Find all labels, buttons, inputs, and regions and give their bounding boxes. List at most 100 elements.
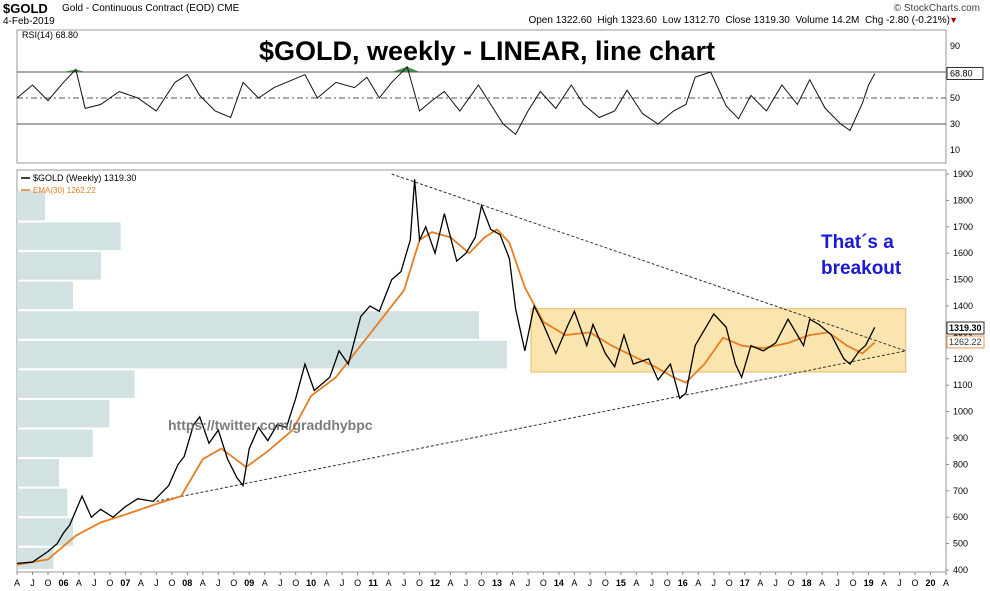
x-tick-month: A: [448, 578, 454, 588]
x-tick-month: J: [464, 578, 469, 588]
volume-by-price-bar: [17, 340, 507, 369]
x-tick-month: A: [509, 578, 515, 588]
rsi-tick-label: 90: [950, 41, 960, 51]
down-caret-icon: ▼: [949, 15, 958, 25]
close-value: 1319.30: [753, 15, 790, 26]
symbol-label: $GOLD: [3, 1, 48, 16]
rsi-legend: RSI(14) 68.80: [22, 30, 78, 40]
x-tick-month: O: [230, 578, 237, 588]
price-tick-label: 900: [953, 433, 968, 443]
x-tick-month: O: [602, 578, 609, 588]
ema-line: [16, 228, 876, 566]
volume-by-price-bar: [17, 399, 110, 428]
x-tick-month: J: [526, 578, 531, 588]
x-tick-month: A: [943, 578, 949, 588]
price-tick-label: 1700: [953, 222, 973, 232]
high-value: 1323.60: [620, 15, 657, 26]
open-label: Open: [528, 15, 553, 26]
x-tick-year: 13: [492, 578, 502, 588]
open-value: 1322.60: [555, 15, 592, 26]
price-tick-label: 500: [953, 539, 968, 549]
ema-last-value: 1262.22: [949, 337, 982, 347]
x-tick-month: J: [30, 578, 35, 588]
breakout-annotation-line2: breakout: [821, 258, 902, 279]
x-tick-month: A: [76, 578, 82, 588]
ema-last-value-box: [946, 335, 985, 349]
x-tick-month: J: [650, 578, 655, 588]
x-tick-month: A: [819, 578, 825, 588]
x-tick-year: 15: [616, 578, 626, 588]
x-tick-year: 20: [926, 578, 936, 588]
chg-label: Chg: [864, 15, 884, 26]
x-tick-month: J: [712, 578, 717, 588]
x-tick-month: J: [835, 578, 840, 588]
volume-value: 14.2M: [831, 15, 860, 26]
consolidation-box: [530, 308, 907, 373]
volume-by-price-bar: [17, 190, 45, 221]
x-axis: A J O 06 A J O 07 A J O 08 A J O 09 A J O 10 A J O 11 A J O 12 A J O 13…: [14, 572, 949, 588]
x-tick-year: 16: [678, 578, 688, 588]
x-tick-month: A: [757, 578, 763, 588]
x-tick-month: J: [340, 578, 345, 588]
rsi-line: [16, 65, 876, 136]
price-tick-label: 400: [953, 565, 968, 575]
price-tick-label: 1100: [953, 380, 972, 390]
instrument-description: Gold - Continuous Contract (EOD) CME: [62, 3, 239, 14]
x-tick-year: 07: [120, 578, 130, 588]
brand-label: © StockCharts.com: [893, 3, 980, 14]
x-tick-month: A: [138, 578, 144, 588]
breakout-annotation-line1: That´s a: [821, 232, 894, 253]
x-tick-month: A: [200, 578, 206, 588]
high-label: High: [597, 15, 618, 26]
low-label: Low: [662, 15, 681, 26]
volume-by-price-bar: [17, 370, 135, 398]
price-last-value: 1319.30: [949, 323, 982, 333]
x-tick-month: A: [324, 578, 330, 588]
x-tick-month: A: [633, 578, 639, 588]
x-tick-month: A: [262, 578, 268, 588]
x-tick-year: 18: [802, 578, 812, 588]
price-legend: $GOLD (Weekly) 1319.30: [33, 173, 136, 183]
x-tick-month: O: [292, 578, 299, 588]
price-tick-label: 1400: [953, 301, 973, 311]
x-tick-month: O: [106, 578, 113, 588]
volume-by-price-bar: [17, 252, 101, 280]
price-panel: 1900180017001600150014001300120011001000…: [16, 169, 985, 575]
x-tick-year: 11: [368, 578, 378, 588]
low-value: 1312.70: [683, 15, 720, 26]
ohlc-quote: Open 1322.60 High 1323.60 Low 1312.70 Cl…: [528, 15, 950, 26]
x-tick-month: A: [571, 578, 577, 588]
x-tick-month: J: [154, 578, 159, 588]
volume-by-price-bar: [17, 488, 68, 517]
quote-date: 4-Feb-2019: [3, 16, 55, 27]
x-tick-month: O: [44, 578, 51, 588]
price-line: [16, 179, 876, 565]
volume-by-price-bar: [17, 429, 93, 458]
price-tick-label: 800: [953, 459, 968, 469]
x-tick-month: O: [664, 578, 671, 588]
x-tick-month: O: [416, 578, 423, 588]
price-tick-label: 1200: [953, 354, 973, 364]
rsi-last-value-box: [946, 67, 984, 80]
x-tick-year: 09: [244, 578, 254, 588]
chart-title: $GOLD, weekly - LINEAR, line chart: [259, 36, 715, 66]
price-tick-label: 1600: [953, 248, 973, 258]
x-tick-year: 17: [740, 578, 750, 588]
volume-by-price-bar: [17, 281, 73, 310]
x-tick-month: J: [897, 578, 902, 588]
x-tick-month: O: [912, 578, 919, 588]
x-tick-year: 06: [58, 578, 68, 588]
x-tick-month: A: [386, 578, 392, 588]
x-tick-year: 08: [182, 578, 192, 588]
upper-trendline: [391, 173, 906, 352]
chg-value: -2.80 (-0.21%): [886, 15, 950, 26]
exchange-text: CME: [217, 3, 240, 14]
volume-by-price-bar: [17, 459, 59, 487]
price-tick-label: 1900: [953, 169, 973, 179]
price-tick-label: 1800: [953, 195, 973, 205]
price-tick-label: 1500: [953, 275, 973, 285]
price-tick-label: 1000: [953, 407, 973, 417]
rsi-tick-label: 50: [950, 93, 960, 103]
